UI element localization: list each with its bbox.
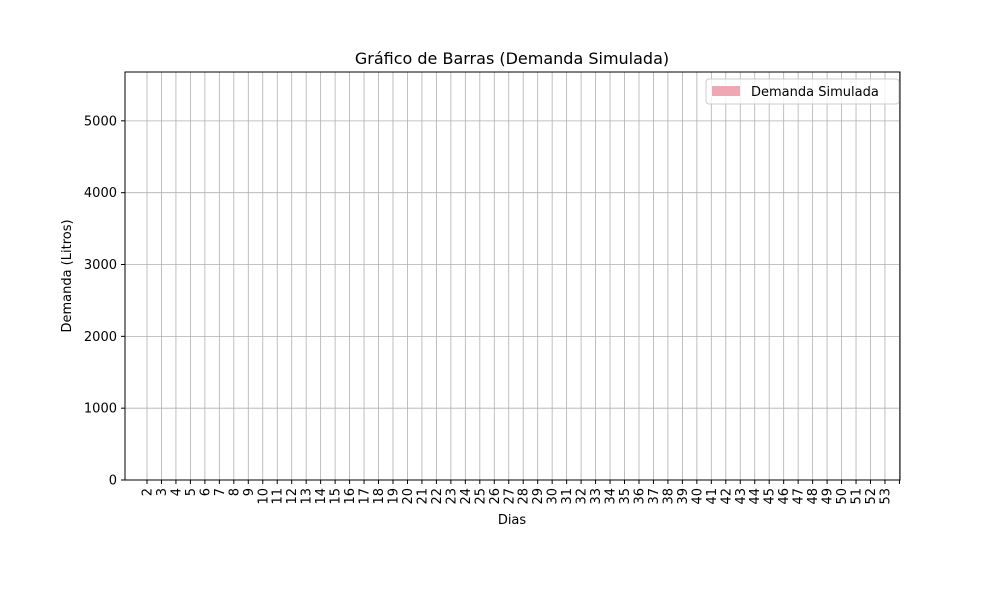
x-tick-label: 20 [401, 488, 416, 505]
x-tick-label: 18 [372, 488, 387, 505]
y-tick-label: 3000 [84, 258, 117, 273]
x-tick-label: 34 [604, 488, 619, 505]
x-tick-label: 21 [415, 488, 430, 505]
y-tick-label: 1000 [84, 402, 117, 417]
x-tick-label: 36 [632, 488, 647, 505]
x-tick-label: 32 [575, 488, 590, 505]
y-axis-label: Demanda (Litros) [60, 219, 75, 332]
x-tick-label: 28 [517, 488, 532, 505]
x-tick-label: 17 [358, 488, 373, 505]
x-tick-label: 4 [169, 488, 184, 496]
x-tick-label: 39 [676, 488, 691, 505]
x-tick-label: 2 [141, 488, 156, 496]
x-tick-label: 13 [300, 488, 315, 505]
x-tick-label: 49 [821, 488, 836, 505]
x-axis-label: Dias [498, 513, 527, 528]
x-tick-label: 9 [242, 488, 257, 496]
x-tick-label: 25 [473, 488, 488, 505]
x-tick-label: 31 [560, 488, 575, 505]
x-tick-label: 11 [271, 488, 286, 505]
x-tick-label: 33 [589, 488, 604, 505]
x-tick-label: 41 [705, 488, 720, 505]
x-tick-label: 37 [647, 488, 662, 505]
x-tick-label: 24 [459, 488, 474, 505]
x-tick-label: 48 [806, 488, 821, 505]
x-tick-label: 45 [763, 488, 778, 505]
y-tick-label: 0 [109, 474, 117, 489]
x-tick-label: 23 [444, 488, 459, 505]
x-tick-label: 44 [748, 488, 763, 505]
x-tick-label: 6 [198, 488, 213, 496]
legend-box [705, 78, 900, 105]
x-tick-label: 19 [386, 488, 401, 505]
legend-swatch [712, 86, 740, 96]
x-tick-label: 50 [835, 488, 850, 505]
y-tick-label: 2000 [84, 330, 117, 345]
chart-title: Gráfico de Barras (Demanda Simulada) [355, 49, 669, 68]
x-tick-label: 47 [792, 488, 807, 505]
grid [125, 72, 900, 481]
x-tick-label: 52 [864, 488, 879, 505]
legend-label: Demanda Simulada [751, 85, 879, 100]
x-tick-label: 42 [719, 488, 734, 505]
x-tick-label: 43 [734, 488, 749, 505]
x-tick-label: 10 [256, 488, 271, 505]
plot-frame [124, 71, 901, 481]
x-tick-label: 38 [661, 488, 676, 505]
x-tick-label: 22 [430, 488, 445, 505]
x-tick-label: 16 [343, 488, 358, 505]
x-tick-label: 15 [329, 488, 344, 505]
x-tick-label: 14 [314, 488, 329, 505]
x-tick-label: 5 [184, 488, 199, 496]
x-tick-label: 46 [777, 488, 792, 505]
y-tick-label: 4000 [84, 186, 117, 201]
x-tick-label: 26 [488, 488, 503, 505]
x-tick-label: 27 [502, 488, 517, 505]
x-tick-label: 30 [546, 488, 561, 505]
x-tick-label: 53 [878, 488, 893, 505]
y-tick-label: 5000 [84, 114, 117, 129]
x-tick-label: 3 [155, 488, 170, 496]
x-tick-label: 12 [285, 488, 300, 505]
x-tick-label: 29 [531, 488, 546, 505]
x-tick-label: 40 [690, 488, 705, 505]
x-tick-label: 35 [618, 488, 633, 505]
x-tick-label: 7 [213, 488, 228, 496]
x-tick-label: 51 [850, 488, 865, 505]
x-tick-label: 8 [227, 488, 242, 496]
